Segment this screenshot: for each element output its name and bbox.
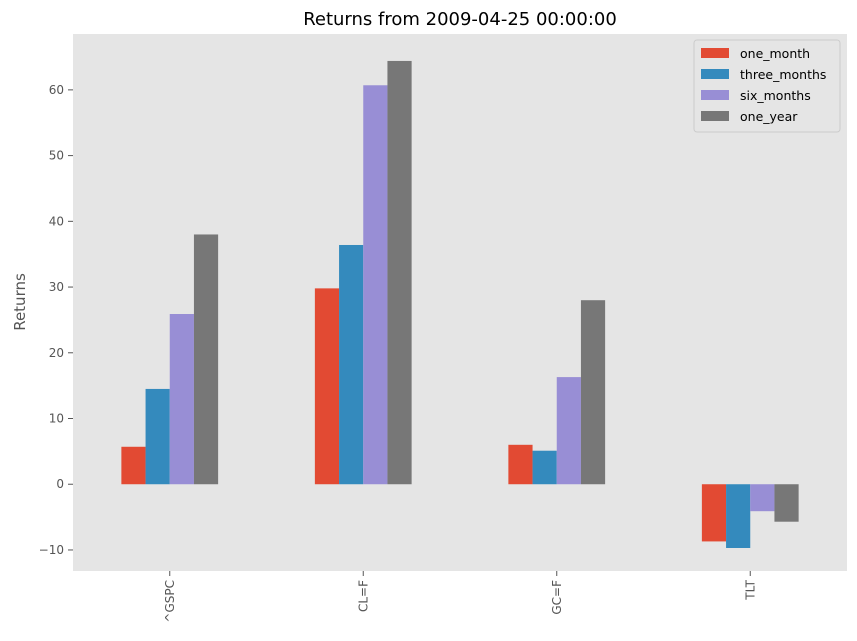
x-tick-label: GC=F bbox=[550, 580, 564, 615]
y-tick-label: 10 bbox=[49, 412, 64, 426]
bar-three_months bbox=[532, 450, 557, 485]
bar-three_months bbox=[145, 388, 170, 485]
legend-swatch bbox=[701, 90, 729, 100]
bar-six_months bbox=[556, 377, 581, 485]
y-tick-label: 60 bbox=[49, 83, 64, 97]
chart-title: Returns from 2009-04-25 00:00:00 bbox=[303, 9, 617, 30]
bar-one_year bbox=[387, 60, 412, 485]
x-tick-label: CL=F bbox=[356, 580, 370, 612]
bar-six_months bbox=[169, 314, 194, 485]
y-axis: −10 0 10 20 30 40 50 60 bbox=[39, 83, 73, 557]
bar-one_year bbox=[580, 300, 606, 485]
legend-label: one_month bbox=[740, 46, 810, 61]
bar-six_months bbox=[750, 484, 775, 512]
legend-swatch bbox=[701, 111, 729, 121]
y-tick-label: 0 bbox=[56, 477, 64, 491]
legend: one_month three_months six_months one_year bbox=[693, 39, 841, 133]
bar-three_months bbox=[339, 244, 364, 485]
legend-swatch bbox=[701, 69, 729, 79]
bars bbox=[121, 60, 799, 548]
x-tick-label: TLT bbox=[743, 579, 757, 600]
bar-one_month bbox=[314, 288, 340, 485]
y-tick-label: 50 bbox=[49, 149, 64, 163]
bar-one_year bbox=[193, 234, 219, 485]
legend-swatch bbox=[701, 48, 729, 58]
x-tick-label: ^GSPC bbox=[163, 580, 177, 623]
bar-one_year bbox=[774, 484, 799, 522]
legend-label: six_months bbox=[740, 88, 811, 103]
legend-frame bbox=[693, 39, 841, 133]
legend-label: three_months bbox=[740, 67, 826, 82]
bar-six_months bbox=[363, 85, 388, 485]
x-axis: ^GSPC CL=F GC=F TLT bbox=[163, 571, 757, 623]
y-tick-label: 40 bbox=[49, 214, 64, 228]
bar-one_month bbox=[121, 446, 146, 485]
bar-three_months bbox=[726, 484, 751, 548]
bar-one_month bbox=[508, 444, 533, 485]
y-tick-label: −10 bbox=[39, 543, 64, 557]
y-tick-label: 30 bbox=[49, 280, 64, 294]
bar-one_month bbox=[701, 484, 727, 542]
y-axis-label: Returns bbox=[11, 273, 29, 331]
legend-label: one_year bbox=[740, 109, 798, 124]
y-tick-label: 20 bbox=[49, 346, 64, 360]
